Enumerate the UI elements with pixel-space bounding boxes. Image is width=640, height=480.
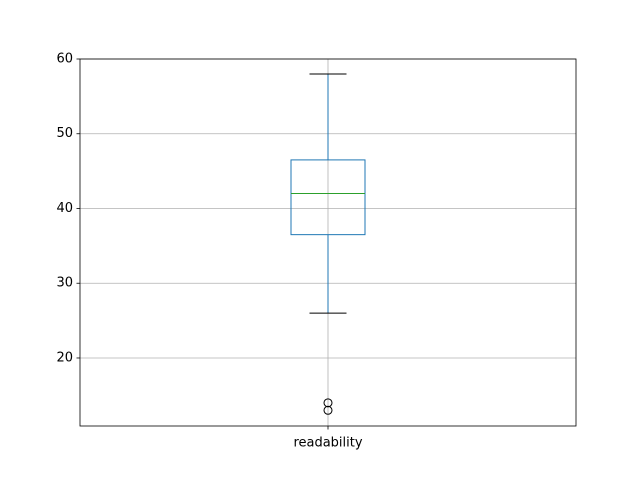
flier xyxy=(323,398,333,408)
y-tick-label: 40 xyxy=(56,201,73,216)
box xyxy=(290,159,366,236)
y-tick-label: 20 xyxy=(56,350,73,365)
flier xyxy=(323,405,333,415)
plot-frame xyxy=(79,58,577,427)
y-tick-label: 50 xyxy=(56,126,73,141)
y-tick-label: 30 xyxy=(56,276,73,291)
y-tick-label: 60 xyxy=(56,52,73,67)
x-tick-label: readability xyxy=(293,436,362,451)
